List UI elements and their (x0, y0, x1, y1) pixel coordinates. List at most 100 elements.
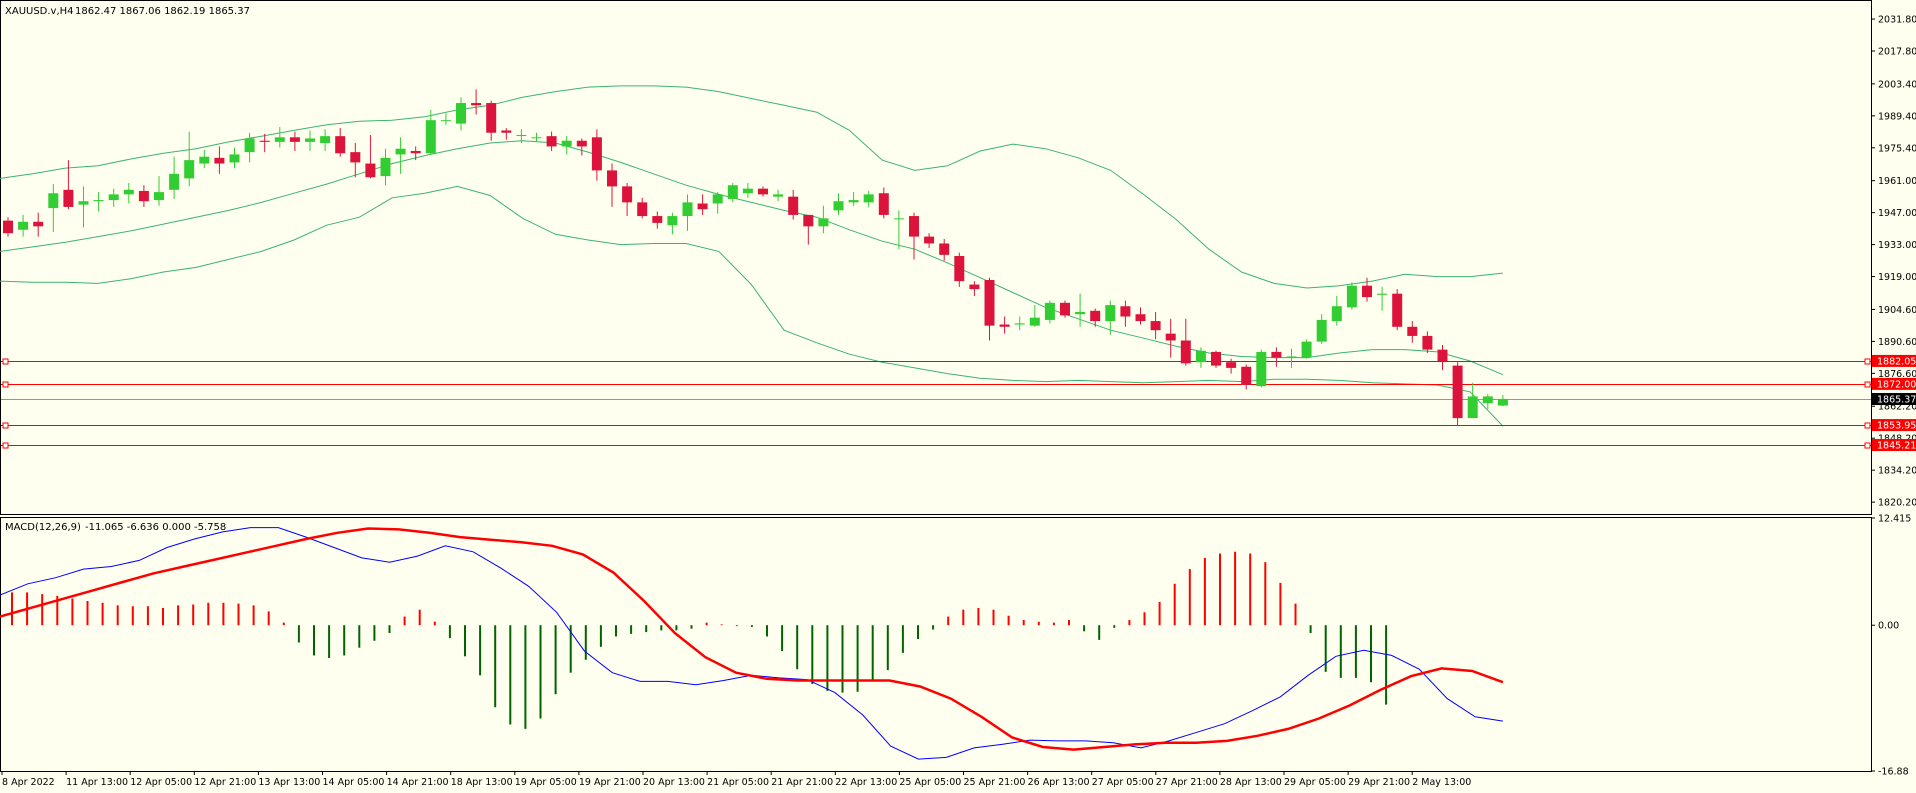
candle-body[interactable] (531, 137, 542, 139)
candle-body[interactable] (909, 216, 919, 237)
candle-body[interactable] (1135, 314, 1146, 322)
candle-body[interactable] (848, 200, 859, 203)
candle-body[interactable] (1331, 306, 1342, 322)
candle-body[interactable] (622, 186, 633, 203)
price-level-right-handle[interactable] (1864, 442, 1871, 449)
candle-body[interactable] (335, 136, 346, 154)
candle-body[interactable] (712, 194, 723, 204)
candle-body[interactable] (365, 163, 376, 178)
candle-body[interactable] (863, 194, 874, 203)
macd-pane[interactable]: MACD(12,26,9) -11.065 -6.636 0.000 -5.75… (0, 514, 1911, 778)
candle-body[interactable] (1301, 341, 1312, 358)
candle-body[interactable] (969, 284, 980, 290)
candle-body[interactable] (773, 194, 784, 197)
main-price-pane[interactable]: XAUUSD.v,H4 1862.47 1867.06 1862.19 1865… (0, 0, 1916, 515)
candle-body[interactable] (516, 135, 527, 137)
candle-body[interactable] (1165, 333, 1176, 341)
candle-body[interactable] (425, 120, 436, 154)
candle-body[interactable] (1452, 365, 1463, 419)
candle-body[interactable] (123, 189, 134, 195)
candle-body[interactable] (1392, 293, 1403, 327)
price-level-left-handle[interactable] (2, 358, 9, 365)
candle-body[interactable] (1362, 285, 1372, 298)
candle-body[interactable] (984, 279, 995, 326)
candle-body[interactable] (48, 193, 59, 209)
candle-body[interactable] (350, 152, 361, 163)
candle-body[interactable] (818, 218, 829, 227)
price-level-left-handle[interactable] (2, 442, 9, 449)
candle-body[interactable] (1120, 306, 1131, 317)
candle-body[interactable] (652, 216, 663, 223)
candle-body[interactable] (1256, 351, 1267, 387)
candle-body[interactable] (456, 103, 466, 124)
candle-body[interactable] (395, 148, 406, 155)
candle-body[interactable] (214, 157, 225, 164)
candle-body[interactable] (1286, 356, 1297, 358)
candle-body[interactable] (954, 256, 965, 282)
candle-body[interactable] (501, 130, 512, 133)
price-level-left-handle[interactable] (2, 381, 9, 388)
candle-body[interactable] (1044, 302, 1055, 320)
candle-body[interactable] (878, 193, 889, 215)
candle-body[interactable] (1497, 398, 1508, 406)
candle-body[interactable] (667, 216, 678, 226)
candle-body[interactable] (1467, 396, 1478, 419)
candle-body[interactable] (833, 201, 844, 211)
candle-body[interactable] (924, 236, 935, 244)
candle-body[interactable] (727, 185, 738, 199)
candle-body[interactable] (410, 150, 421, 154)
candle-body[interactable] (607, 170, 617, 187)
candle-body[interactable] (1407, 326, 1418, 336)
candle-body[interactable] (637, 202, 648, 217)
candle-body[interactable] (1271, 351, 1282, 358)
candle-body[interactable] (63, 189, 74, 207)
candle-body[interactable] (697, 203, 708, 210)
candle-body[interactable] (1316, 319, 1327, 342)
candle-body[interactable] (758, 188, 768, 195)
candle-body[interactable] (682, 202, 693, 217)
price-level-right-handle[interactable] (1864, 381, 1871, 388)
candle-body[interactable] (1346, 285, 1357, 308)
candle-body[interactable] (803, 214, 814, 227)
candle-body[interactable] (1211, 351, 1221, 366)
candle-body[interactable] (184, 160, 195, 179)
candle-body[interactable] (18, 221, 29, 230)
candle-body[interactable] (1014, 323, 1025, 325)
candle-body[interactable] (289, 137, 300, 142)
candle-body[interactable] (1029, 317, 1040, 326)
candle-body[interactable] (1377, 293, 1388, 295)
candle-body[interactable] (486, 103, 497, 133)
candle-body[interactable] (274, 137, 285, 142)
candle-body[interactable] (1226, 362, 1237, 368)
candle-body[interactable] (1105, 305, 1116, 322)
candle-body[interactable] (199, 156, 210, 164)
candle-body[interactable] (1150, 321, 1161, 331)
candle-body[interactable] (1195, 350, 1206, 363)
candle-body[interactable] (1437, 349, 1448, 362)
candle-body[interactable] (320, 136, 331, 144)
candle-body[interactable] (440, 120, 451, 122)
candle-body[interactable] (259, 140, 270, 142)
candle-body[interactable] (591, 137, 602, 171)
candle-body[interactable] (471, 103, 482, 106)
candle-body[interactable] (78, 201, 89, 205)
candle-body[interactable] (742, 188, 753, 194)
candle-body[interactable] (939, 243, 950, 255)
price-level-right-handle[interactable] (1864, 358, 1871, 365)
candle-body[interactable] (1241, 366, 1252, 386)
candle-body[interactable] (788, 196, 799, 215)
candle-body[interactable] (3, 220, 13, 234)
candle-body[interactable] (169, 173, 180, 190)
candle-body[interactable] (138, 190, 149, 202)
candle-body[interactable] (1180, 340, 1191, 364)
candle-body[interactable] (154, 192, 164, 201)
candle-body[interactable] (33, 221, 44, 227)
candle-body[interactable] (999, 324, 1010, 327)
candle-body[interactable] (108, 194, 119, 201)
candle-body[interactable] (893, 218, 904, 220)
candle-body[interactable] (229, 154, 240, 163)
price-level-right-handle[interactable] (1864, 422, 1871, 429)
candle-body[interactable] (576, 140, 587, 147)
candle-body[interactable] (380, 157, 391, 177)
